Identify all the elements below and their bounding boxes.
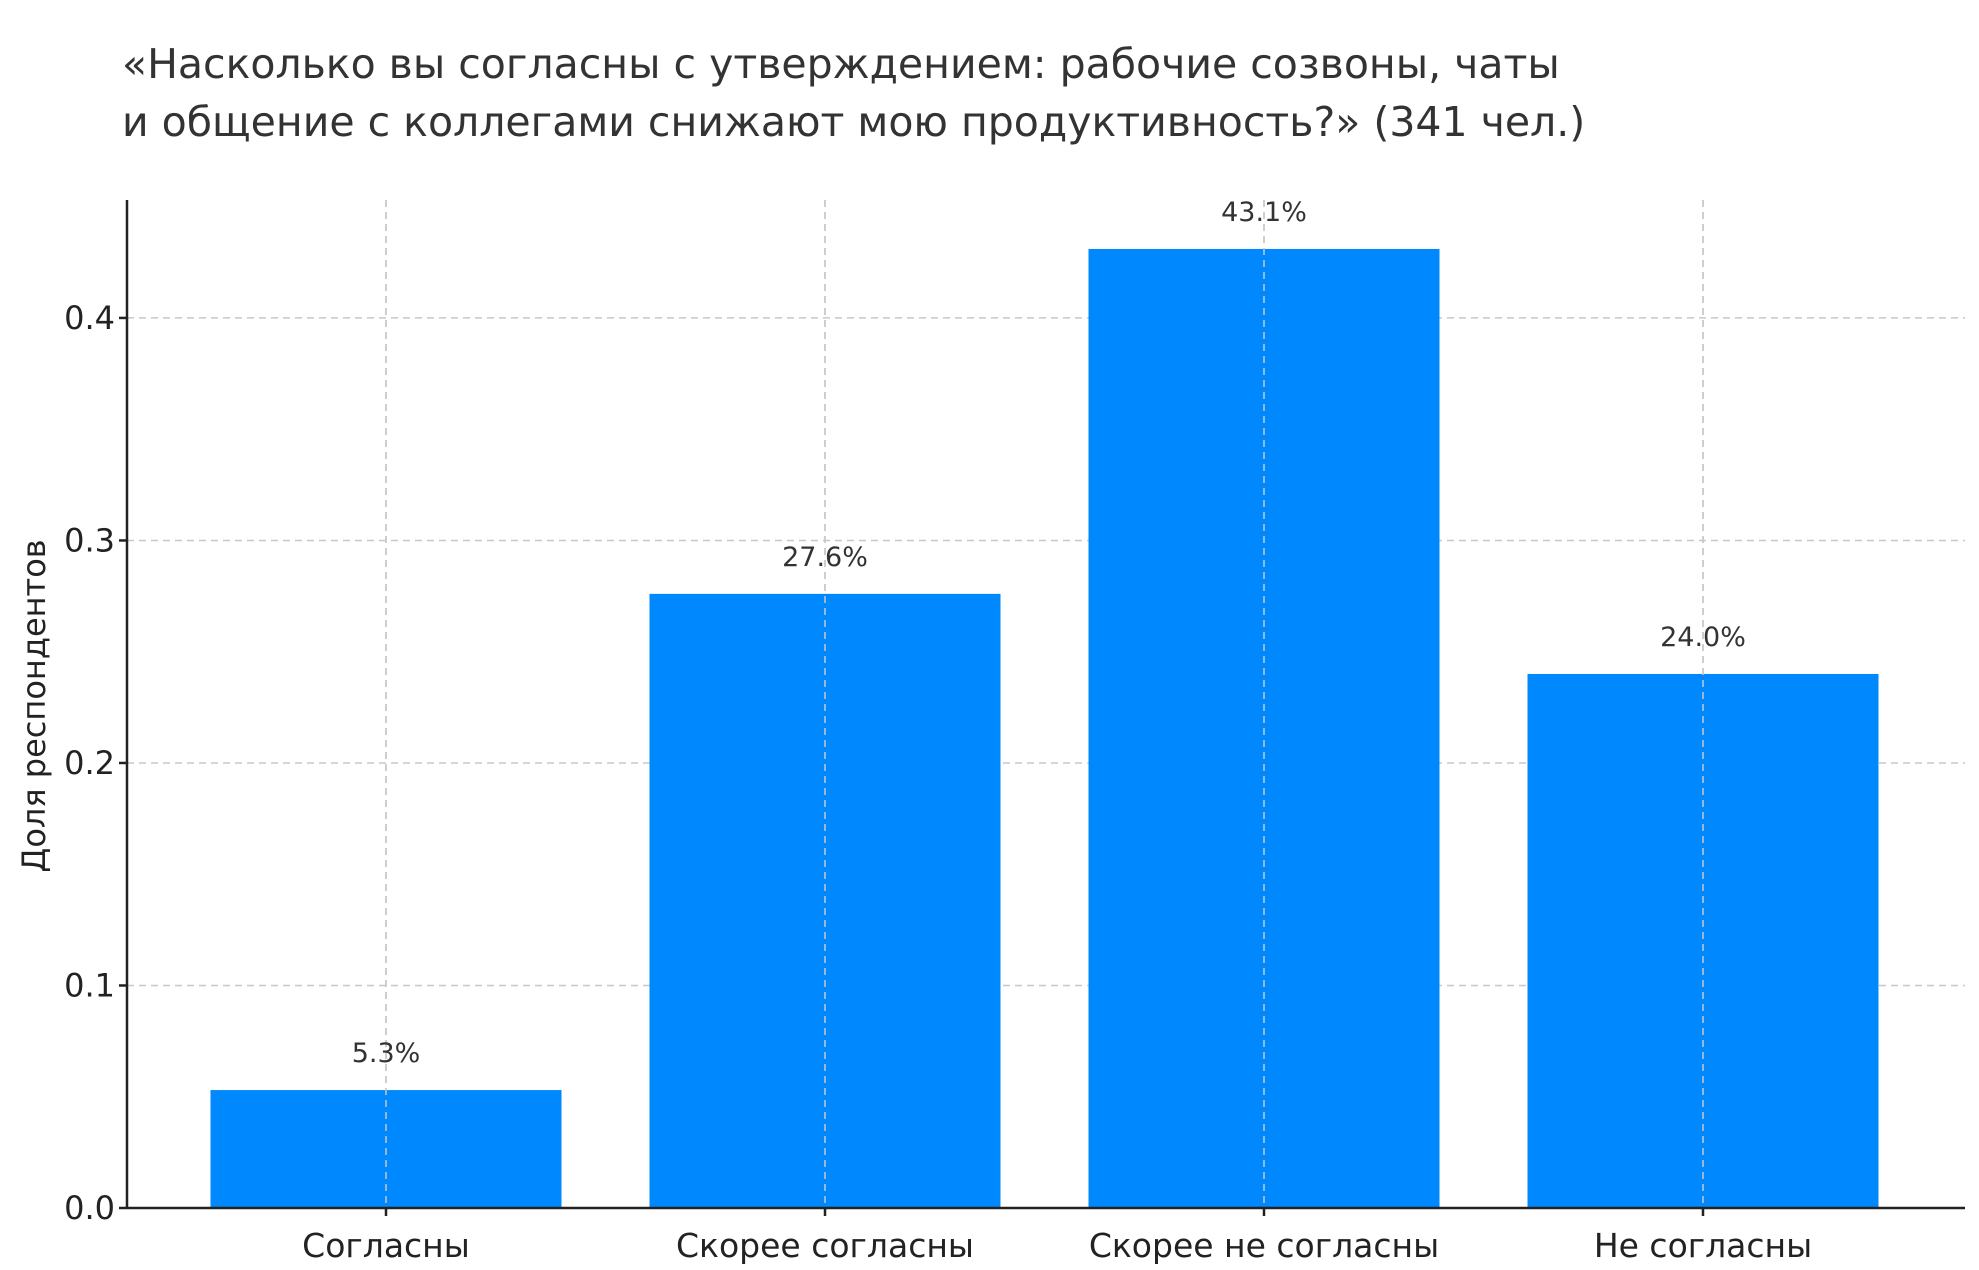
bar-value-label-1: 5.3%: [352, 1038, 421, 1069]
chart-title-line-1: «Насколько вы согласны с утверждением: р…: [122, 40, 1560, 88]
y-axis-label: Доля респондентов: [15, 539, 53, 872]
y-tick-labels: 0.0 0.1 0.2 0.3 0.4: [64, 299, 127, 1227]
x-tick-label-2: Скорее не согласны: [1089, 1226, 1439, 1265]
bar-value-label-3: 43.1%: [1221, 197, 1307, 228]
chart-title: «Насколько вы согласны с утверждением: р…: [122, 40, 1585, 146]
y-tick-label-3: 0.3: [64, 521, 115, 559]
bar-value-labels: 5.3% 27.6% 43.1% 24.0%: [352, 197, 1746, 1069]
x-tick-labels: Согласны Скорее согласны Скорее не согласн…: [302, 1208, 1812, 1265]
axes: [125, 200, 1965, 1210]
bars: [210, 200, 1879, 1209]
x-tick-label-1: Скорее согласны: [676, 1226, 974, 1265]
bar-value-label-2: 27.6%: [782, 542, 868, 573]
x-tick-label-3: Не согласны: [1594, 1226, 1812, 1265]
bar-value-label-4: 24.0%: [1660, 622, 1746, 653]
y-tick-label-4: 0.4: [64, 299, 115, 337]
y-tick-label-2: 0.2: [64, 744, 115, 782]
chart-title-line-2: и общение с коллегами снижают мою продук…: [122, 98, 1585, 146]
y-tick-label-1: 0.1: [64, 966, 115, 1004]
x-tick-label-0: Согласны: [302, 1226, 470, 1265]
y-tick-label-0: 0.0: [64, 1189, 115, 1227]
